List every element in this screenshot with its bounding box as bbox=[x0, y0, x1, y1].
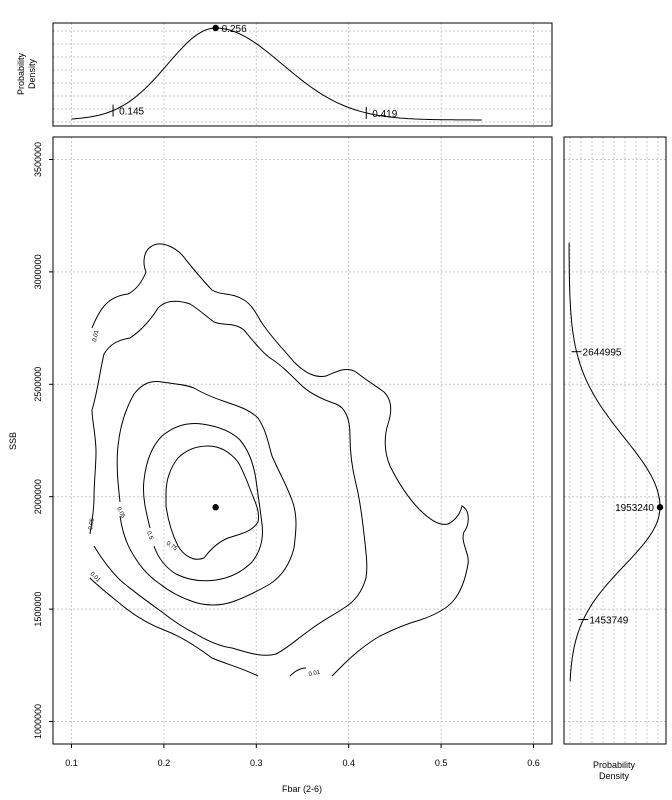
right-marginal-panel: 1953240 1453749 2644995 Probability Densi… bbox=[563, 136, 667, 781]
y-tick-label-3: 2500000 bbox=[33, 367, 43, 402]
contour-lines bbox=[89, 243, 469, 677]
top-grid bbox=[53, 23, 552, 126]
x-tick-label-5: 0.6 bbox=[527, 758, 540, 768]
contour-label-0-01-a: 0.01 bbox=[92, 329, 100, 342]
y-tick-label-5: 3500000 bbox=[33, 142, 43, 177]
right-xlabel: Probability Density bbox=[593, 760, 636, 781]
y-tick-label-1: 1500000 bbox=[33, 592, 43, 627]
y-axis: 1000000 1500000 2000000 2500000 3000000 35000… bbox=[33, 142, 53, 739]
top-marginal-panel: 0.256 0.145 0.419 ProbabilityDensity bbox=[16, 22, 553, 127]
contour-0-05 bbox=[89, 300, 368, 656]
x-axis-label: Fbar (2-6) bbox=[282, 784, 322, 794]
contour-0-75 bbox=[143, 423, 263, 582]
y-tick-label-0: 1000000 bbox=[33, 704, 43, 739]
top-density-curve bbox=[71, 27, 482, 121]
top-lower-label: 0.145 bbox=[119, 107, 144, 118]
x-tick-label-0: 0.1 bbox=[65, 758, 78, 768]
contour-label-0-05: 0.05 bbox=[88, 517, 96, 530]
contour-level-labels: 0.01 0.05 0.05 0.5 0.75 0.01 0.01 bbox=[88, 329, 321, 678]
contour-0-5 bbox=[116, 381, 297, 606]
right-upper-label: 2644995 bbox=[583, 348, 622, 359]
contour-label-0-75: 0.75 bbox=[165, 541, 179, 553]
y-tick-label-2: 2000000 bbox=[33, 479, 43, 514]
contour-0-01-lower bbox=[89, 577, 259, 677]
top-panel-frame bbox=[52, 22, 553, 127]
main-panel-frame bbox=[52, 136, 553, 745]
top-upper-label: 0.419 bbox=[372, 109, 397, 120]
right-panel-frame bbox=[563, 136, 667, 745]
top-ylabel: ProbabilityDensity bbox=[16, 52, 37, 95]
point-estimate bbox=[212, 504, 219, 511]
right-density-curve bbox=[568, 242, 661, 682]
main-panel: 0.01 0.05 0.05 0.5 0.75 0.01 0.01 0.1 0.2… bbox=[8, 136, 553, 794]
x-tick-label-2: 0.3 bbox=[250, 758, 263, 768]
y-axis-label: SSB bbox=[8, 432, 18, 450]
contour-0-01-small bbox=[289, 667, 307, 677]
contour-label-0-5: 0.5 bbox=[145, 531, 154, 542]
contour-inner bbox=[165, 445, 259, 560]
x-tick-label-4: 0.5 bbox=[435, 758, 448, 768]
contour-label-0-01-c: 0.01 bbox=[308, 670, 321, 678]
x-axis: 0.1 0.2 0.3 0.4 0.5 0.6 bbox=[65, 744, 540, 768]
main-grid bbox=[53, 137, 552, 744]
right-lower-label: 1453749 bbox=[589, 616, 628, 627]
x-tick-label-3: 0.4 bbox=[342, 758, 355, 768]
right-grid bbox=[564, 137, 666, 744]
right-mode-point bbox=[656, 504, 664, 511]
contour-label-0-05-b: 0.05 bbox=[115, 506, 126, 520]
top-mode-label: 0.256 bbox=[222, 24, 247, 35]
contour-0-01-outer bbox=[91, 243, 469, 677]
right-mode-label: 1953240 bbox=[615, 503, 654, 514]
y-tick-label-4: 3000000 bbox=[33, 254, 43, 289]
x-tick-label-1: 0.2 bbox=[158, 758, 171, 768]
top-mode-point bbox=[212, 24, 219, 32]
